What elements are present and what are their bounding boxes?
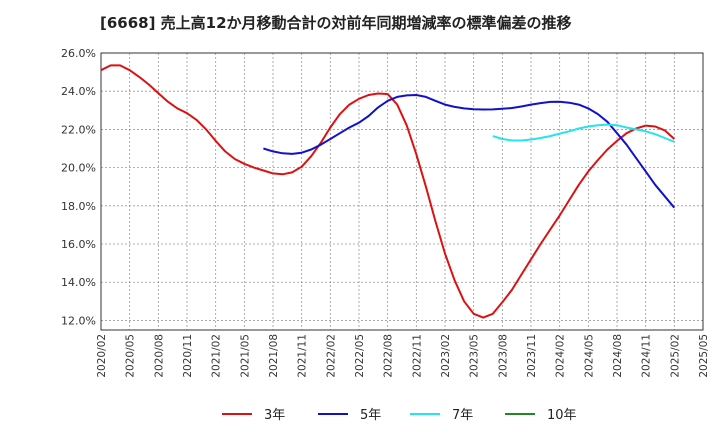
series-line: [263, 94, 676, 209]
x-tick-label: 2020/08: [153, 334, 165, 378]
x-tick-label: 2023/05: [469, 334, 481, 378]
legend-item: 7年: [410, 408, 473, 423]
x-tick-label: 2022/02: [325, 334, 337, 378]
series-line: [100, 64, 675, 319]
x-tick-label: 2025/02: [669, 334, 681, 378]
x-tick-label: 2022/05: [354, 334, 366, 378]
x-tick-label: 2024/08: [612, 334, 624, 378]
x-tick-label: 2024/02: [555, 334, 567, 378]
x-tick-label: 2025/05: [698, 334, 710, 378]
y-tick-label: 12.0%: [61, 314, 96, 327]
legend-item: 10年: [505, 408, 577, 423]
x-tick-label: 2022/11: [411, 334, 423, 378]
x-tick-label: 2024/05: [583, 334, 595, 378]
x-tick-label: 2023/08: [497, 334, 509, 378]
y-tick-labels: 12.0% 14.0% 16.0% 18.0% 20.0% 22.0% 24.0% 26.0%: [61, 47, 96, 327]
x-tick-label: 2021/08: [268, 334, 280, 378]
x-tick-label: 2021/05: [239, 334, 251, 378]
legend-label: 3年: [264, 408, 285, 423]
legend: 3年 5年 7年 10年: [222, 408, 577, 423]
y-tick-label: 26.0%: [61, 47, 96, 60]
x-tick-label: 2020/05: [125, 334, 137, 378]
y-tick-label: 24.0%: [61, 85, 96, 98]
chart-title: [6668] 売上高12か月移動合計の対前年同期増減率の標準偏差の推移: [100, 14, 572, 32]
x-tick-label: 2020/02: [96, 334, 108, 378]
series-line: [492, 123, 675, 143]
x-tick-labels: 2020/02 2020/05 2020/08 2020/11 2021/02 2021/…: [96, 334, 710, 378]
x-tick-label: 2023/02: [440, 334, 452, 378]
y-tick-label: 16.0%: [61, 238, 96, 251]
plot-frame: [100, 52, 704, 331]
x-tick-label: 2021/02: [211, 334, 223, 378]
x-tick-label: 2021/11: [297, 334, 309, 378]
x-tick-label: 2022/08: [383, 334, 395, 378]
legend-label: 5年: [360, 408, 381, 423]
y-tick-label: 14.0%: [61, 276, 96, 289]
axes: [100, 52, 704, 331]
x-tick-label: 2024/11: [641, 334, 653, 378]
series-lines: [100, 64, 676, 319]
legend-item: 5年: [318, 408, 381, 423]
legend-item: 3年: [222, 408, 285, 423]
x-tick-label: 2023/11: [526, 334, 538, 378]
x-tick-label: 2020/11: [182, 334, 194, 378]
y-tick-label: 20.0%: [61, 162, 96, 175]
y-tick-label: 18.0%: [61, 200, 96, 213]
legend-label: 10年: [547, 408, 577, 423]
legend-label: 7年: [452, 408, 473, 423]
grid: [100, 52, 704, 330]
y-tick-label: 22.0%: [61, 123, 96, 136]
